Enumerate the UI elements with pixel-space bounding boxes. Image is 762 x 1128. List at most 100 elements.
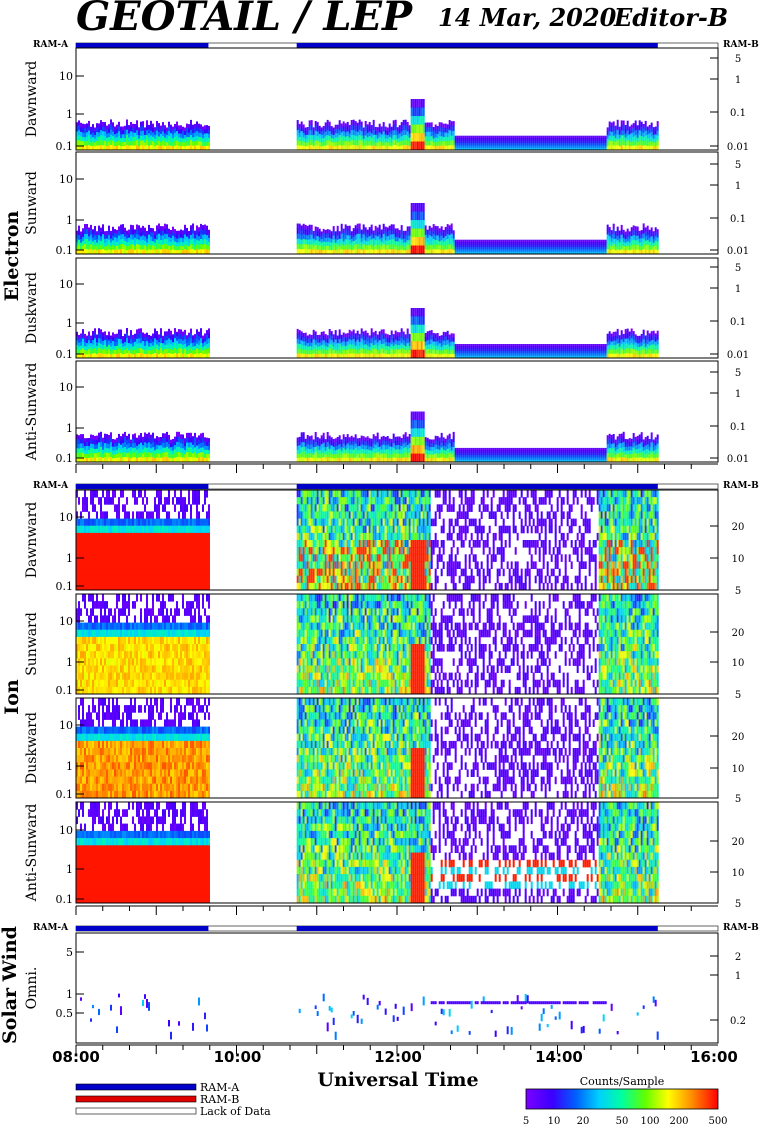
spectrogram-cell (208, 133, 210, 139)
spectrogram-cell (398, 125, 401, 130)
spectrogram-cell (644, 350, 647, 355)
spectrogram-cell (598, 346, 601, 350)
spectrogram-cell (490, 147, 493, 151)
spectrogram-cell (552, 244, 555, 248)
spectrogram-cell (510, 242, 513, 245)
spectrogram-cell (612, 145, 615, 151)
spectrogram-cell (138, 138, 140, 143)
spectrogram-cell (562, 348, 565, 352)
spectrogram-cell (382, 353, 385, 359)
spectrogram-cell (366, 349, 369, 355)
spectrogram-cell (84, 446, 86, 451)
spectrogram-cell (308, 125, 311, 131)
spectrogram-cell (356, 136, 359, 142)
spectrogram-cell (514, 344, 517, 347)
spectrogram-cell (344, 239, 347, 245)
spectrogram-cell (152, 353, 154, 359)
spectrogram-cell (570, 251, 573, 255)
spectrogram-cell (118, 443, 120, 449)
spectrogram-cell (106, 335, 108, 340)
spectrogram-cell (506, 346, 509, 350)
spectrogram-cell (362, 127, 365, 132)
spectrogram-cell (628, 138, 631, 143)
spectrogram-cell (580, 242, 583, 245)
spectrogram-cell (622, 140, 625, 146)
spectrogram-cell (600, 348, 603, 352)
spectrogram-cell (338, 353, 341, 359)
spectrogram-cell (152, 447, 154, 453)
spectrogram-cell (86, 127, 88, 133)
spectrogram-cell (516, 145, 519, 149)
spectrogram-cell (570, 249, 573, 253)
spectrogram-cell (520, 346, 523, 350)
spectrogram-cell (86, 354, 88, 359)
spectrogram-cell (506, 244, 509, 248)
spectrogram-cell (304, 135, 307, 140)
spectrogram-cell (296, 453, 299, 459)
spectrogram-cell (380, 126, 383, 131)
spectrogram-cell (516, 142, 519, 146)
spectrogram-cell (196, 140, 198, 146)
spectrogram-cell (190, 135, 192, 141)
spectrogram-cell (130, 136, 132, 142)
spectrogram-cell (460, 239, 463, 243)
spectrogram-cell (128, 350, 130, 355)
spectrogram-cell (422, 333, 425, 342)
spectrogram-cell (200, 452, 202, 458)
spectrogram-cell (582, 142, 585, 146)
spectrogram-cell (304, 146, 307, 151)
spectrogram-cell (308, 436, 311, 441)
spectrogram-cell (370, 141, 373, 147)
spectrogram-cell (94, 444, 96, 450)
spectrogram-cell (492, 355, 495, 359)
spectrogram-cell (620, 125, 623, 131)
spectrogram-cell (104, 457, 106, 463)
spectrogram-cell (88, 454, 90, 459)
spectrogram-cell (650, 349, 653, 355)
spectrogram-cell (506, 251, 509, 255)
spectrogram-cell (460, 355, 463, 359)
spectrogram-cell (572, 251, 575, 255)
spectrogram-cell (512, 251, 515, 255)
spectrogram-cell (132, 457, 134, 463)
spectrogram-cell (192, 449, 194, 454)
spectrogram-cell (552, 348, 555, 352)
spectrogram-cell (444, 349, 447, 355)
spectrogram-cell (90, 335, 92, 340)
spectrogram-cell (158, 346, 160, 351)
spectrogram-cell (468, 242, 471, 245)
spectrogram-cell (468, 351, 471, 354)
spectrogram-cell (526, 138, 529, 141)
spectrogram-cell (622, 346, 625, 351)
spectrogram-cell (478, 353, 481, 357)
spectrogram-cell (608, 131, 611, 137)
spectrogram-cell (564, 244, 567, 248)
spectrogram-cell (142, 353, 144, 359)
spectrogram-cell (510, 346, 513, 350)
spectrogram-cell (164, 335, 166, 341)
spectrogram-cell (572, 355, 575, 359)
spectrogram-cell (354, 234, 357, 241)
spectrogram-cell (178, 333, 180, 340)
spectrogram-cell (422, 324, 425, 334)
spectrogram-cell (652, 339, 655, 345)
spectrogram-cell (608, 140, 611, 146)
spectrogram-cell (642, 343, 645, 350)
spectrogram-cell (576, 348, 579, 352)
spectrogram-cell (132, 132, 134, 138)
spectrogram-cell (302, 223, 305, 230)
spectrogram-cell (548, 249, 551, 253)
spectrogram-cell (406, 145, 409, 151)
spectrogram-cell (100, 457, 102, 463)
spectrogram-cell (298, 145, 301, 151)
y-tick-label: 10 (59, 70, 73, 83)
spectrogram-cell (484, 348, 487, 352)
spectrogram-cell (308, 229, 311, 235)
spectrogram-cell (578, 348, 581, 352)
spectrogram-cell (622, 342, 625, 347)
spectrogram-cell (616, 348, 619, 354)
spectrogram-cell (108, 230, 110, 236)
spectrogram-cell (144, 134, 146, 140)
spectrogram-cell (178, 242, 180, 247)
spectrogram-cell (178, 129, 180, 135)
